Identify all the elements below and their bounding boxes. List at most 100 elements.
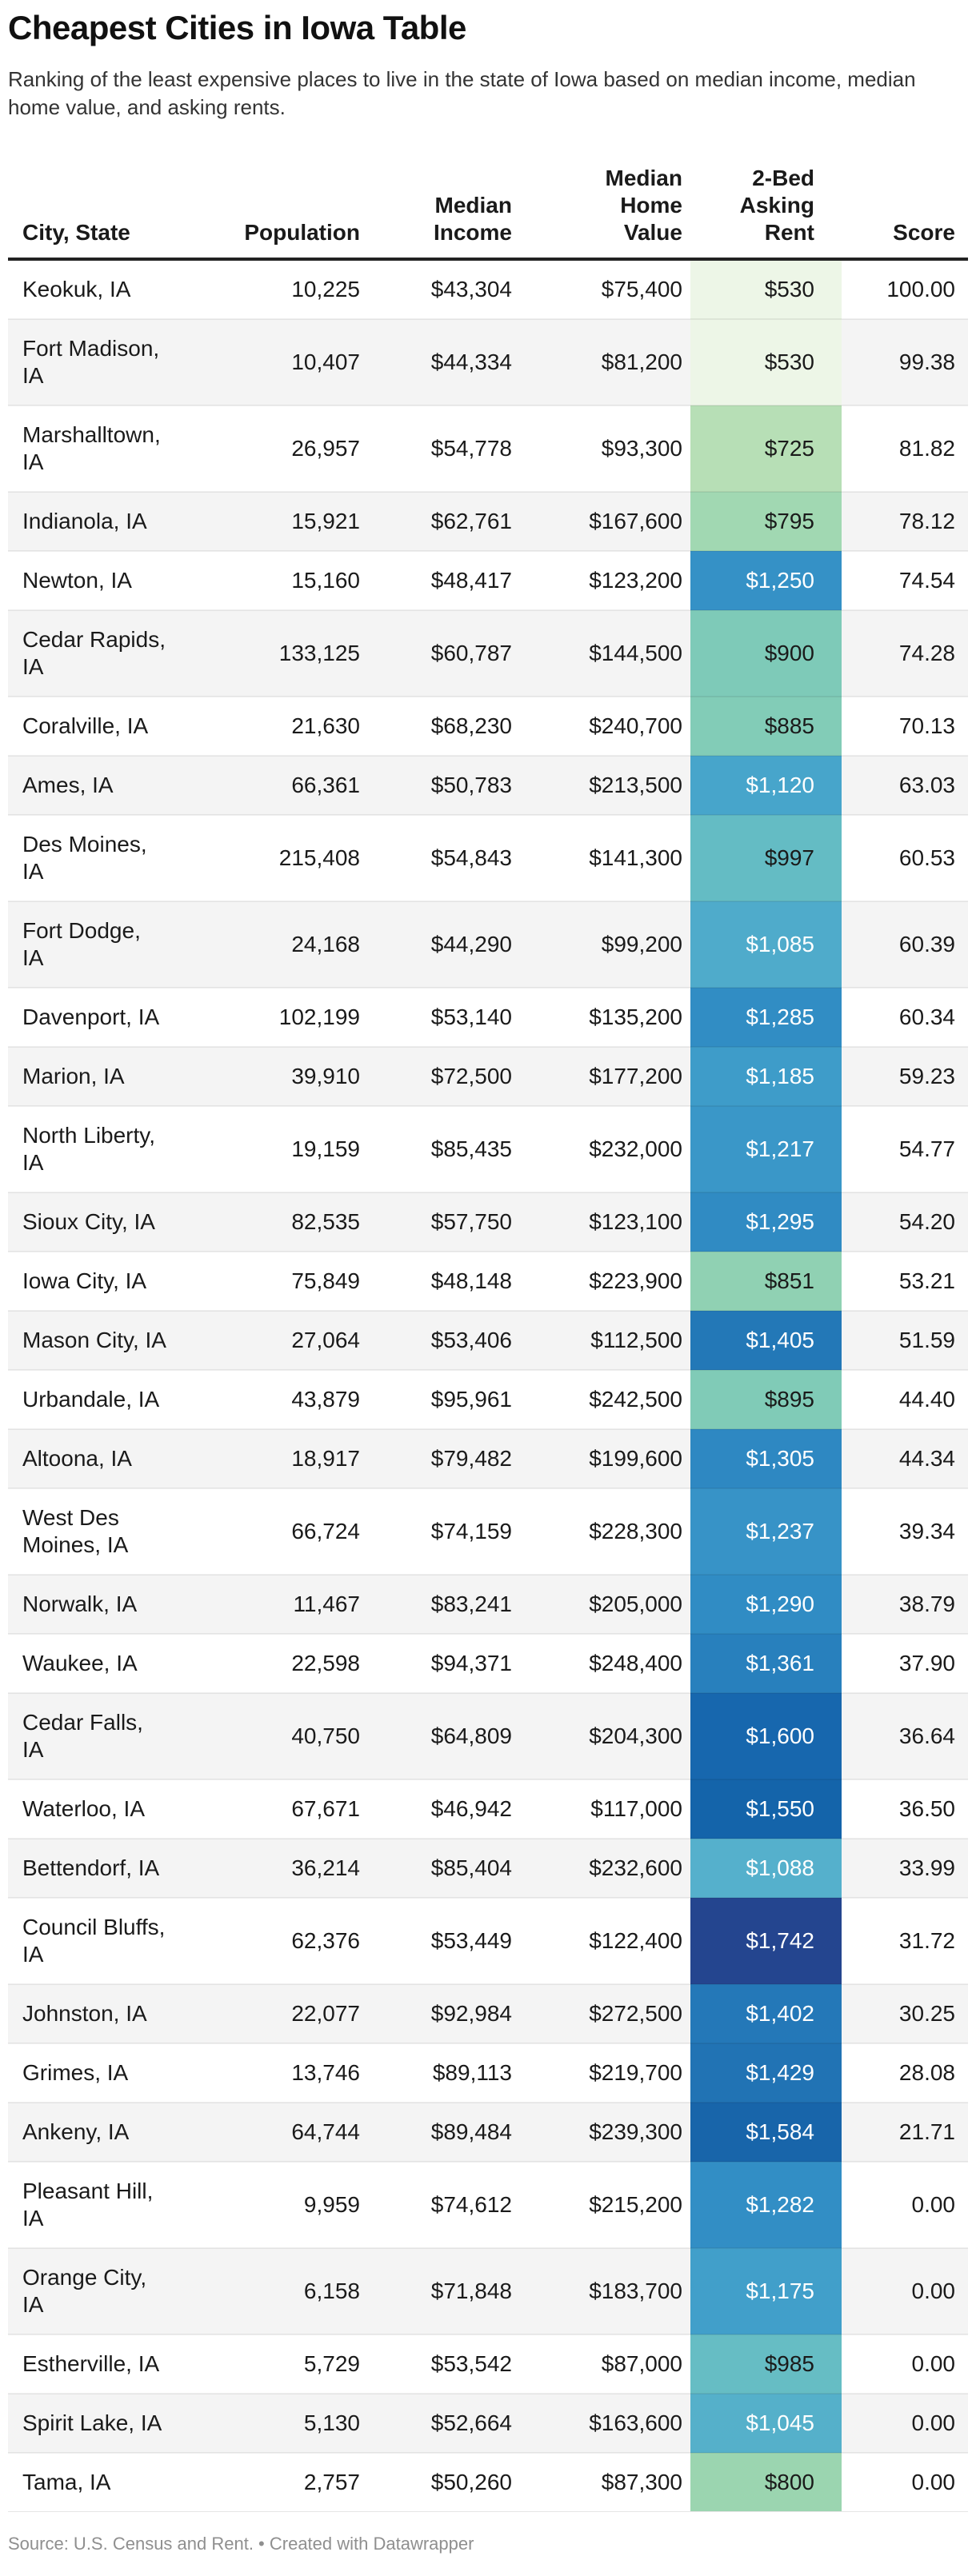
median-income-cell: $52,664 bbox=[368, 2393, 520, 2453]
rent-cell: $795 bbox=[690, 491, 842, 551]
population-cell: 43,879 bbox=[174, 1369, 368, 1429]
city-cell: Davenport, IA bbox=[8, 987, 174, 1047]
population-cell: 18,917 bbox=[174, 1428, 368, 1488]
median-home-value-cell: $75,400 bbox=[601, 277, 682, 302]
median-home-value-cell: $223,900 bbox=[520, 1251, 690, 1311]
rent-cell: $1,285 bbox=[690, 987, 842, 1047]
median-income-cell: $94,371 bbox=[368, 1633, 520, 1693]
median-income-cell: $50,260 bbox=[368, 2452, 520, 2512]
median-home-value-cell: $99,200 bbox=[520, 901, 690, 988]
table-row: Orange City, IA 6,158 $71,848 $183,700 $1,17… bbox=[8, 2247, 968, 2334]
table-row: Fort Dodge, IA 24,168 $44,290 $99,200 $1,085… bbox=[8, 901, 968, 988]
median-income-cell: $85,404 bbox=[368, 1838, 520, 1898]
score-cell: 74.28 bbox=[842, 609, 968, 697]
population-cell: 5,729 bbox=[174, 2334, 368, 2394]
column-header-median-home-value: Median Home Value bbox=[520, 165, 690, 261]
population-cell: 64,744 bbox=[174, 2102, 368, 2162]
median-income-cell: $64,809 bbox=[368, 1692, 520, 1779]
median-income-cell: $50,783 bbox=[368, 755, 520, 815]
score-cell: 37.90 bbox=[842, 1633, 968, 1693]
rent-cell: $1,085 bbox=[690, 901, 842, 988]
median-income-cell: $44,290 bbox=[368, 901, 520, 988]
rent-cell: $885 bbox=[690, 696, 842, 756]
score-cell: 60.34 bbox=[842, 987, 968, 1047]
table-row: Urbandale, IA 43,879 $95,961 $242,500 $895 44… bbox=[8, 1369, 968, 1429]
population-cell: 75,849 bbox=[174, 1251, 368, 1311]
column-header-median-income: Median Income bbox=[368, 165, 520, 261]
population-cell: 2,757 bbox=[174, 2452, 368, 2512]
city-cell: Mason City, IA bbox=[8, 1310, 174, 1370]
median-income-cell: $92,984 bbox=[368, 1983, 520, 2043]
city-cell: Marshalltown, IA bbox=[8, 405, 174, 492]
city-cell: Indianola, IA bbox=[8, 491, 174, 551]
city-cell: Marion, IA bbox=[8, 1046, 174, 1106]
rent-cell: $530 bbox=[690, 259, 842, 319]
population-cell: 19,159 bbox=[174, 1105, 368, 1192]
median-income-cell: $53,449 bbox=[368, 1897, 520, 1984]
population-cell: 26,957 bbox=[174, 405, 368, 492]
city-cell: Bettendorf, IA bbox=[8, 1838, 174, 1898]
city-cell: Cedar Falls, IA bbox=[8, 1692, 174, 1779]
median-income-cell: $57,750 bbox=[368, 1192, 520, 1252]
median-home-value-cell: $239,300 bbox=[520, 2102, 690, 2162]
city-cell: Iowa City, IA bbox=[8, 1251, 174, 1311]
median-income-cell: $72,500 bbox=[368, 1046, 520, 1106]
rent-cell: $800 bbox=[690, 2452, 842, 2512]
score-cell: 63.03 bbox=[842, 755, 968, 815]
median-home-value-cell: $135,200 bbox=[520, 987, 690, 1047]
table-row: Grimes, IA 13,746 $89,113 $219,700 $1,429 28.… bbox=[8, 2043, 968, 2103]
city-cell: Urbandale, IA bbox=[8, 1369, 174, 1429]
population-cell: 15,921 bbox=[174, 491, 368, 551]
median-home-value-cell: $112,500 bbox=[520, 1310, 690, 1370]
city-cell: Cedar Rapids, IA bbox=[8, 609, 174, 697]
table-row: Altoona, IA 18,917 $79,482 $199,600 $1,305 44… bbox=[8, 1428, 968, 1488]
city-cell: Johnston, IA bbox=[8, 1983, 174, 2043]
rent-cell: $1,361 bbox=[690, 1633, 842, 1693]
population-cell: 6,158 bbox=[174, 2247, 368, 2334]
population-cell: 15,160 bbox=[174, 550, 368, 610]
page-subtitle: Ranking of the least expensive places to… bbox=[8, 67, 916, 119]
score-cell: 0.00 bbox=[842, 2334, 968, 2394]
table-row: Marion, IA 39,910 $72,500 $177,200 $1,185 59.… bbox=[8, 1046, 968, 1106]
rent-cell: $1,175 bbox=[690, 2247, 842, 2334]
population-cell: 36,214 bbox=[174, 1838, 368, 1898]
median-home-value-cell: $117,000 bbox=[520, 1779, 690, 1839]
rent-cell: $1,402 bbox=[690, 1983, 842, 2043]
median-income-cell: $68,230 bbox=[368, 696, 520, 756]
rent-cell: $530 bbox=[690, 318, 842, 405]
population-cell: 27,064 bbox=[174, 1310, 368, 1370]
population-cell: 133,125 bbox=[174, 609, 368, 697]
population-cell: 22,598 bbox=[174, 1633, 368, 1693]
city-cell: Estherville, IA bbox=[8, 2334, 174, 2394]
table-row: Ames, IA 66,361 $50,783 $213,500 $1,120 63.03 bbox=[8, 755, 968, 815]
population-cell: 66,361 bbox=[174, 755, 368, 815]
score-cell: 54.77 bbox=[842, 1105, 968, 1192]
population-cell: 22,077 bbox=[174, 1983, 368, 2043]
table-row: Pleasant Hill, IA 9,959 $74,612 $215,200 $1,… bbox=[8, 2161, 968, 2248]
score-cell: 54.20 bbox=[842, 1192, 968, 1252]
score-cell: 51.59 bbox=[842, 1310, 968, 1370]
score-cell: 0.00 bbox=[842, 2452, 968, 2512]
city-cell: Norwalk, IA bbox=[8, 1574, 174, 1634]
median-income-cell: $74,612 bbox=[368, 2161, 520, 2248]
city-cell: Ames, IA bbox=[8, 755, 174, 815]
median-home-value-cell: $240,700 bbox=[520, 696, 690, 756]
median-home-value-cell: $248,400 bbox=[520, 1633, 690, 1693]
city-cell: Des Moines, IA bbox=[8, 814, 174, 901]
rent-cell: $1,185 bbox=[690, 1046, 842, 1106]
table-row: Johnston, IA 22,077 $92,984 $272,500 $1,402 3… bbox=[8, 1983, 968, 2043]
population-cell: 13,746 bbox=[174, 2043, 368, 2103]
median-income-cell: $53,406 bbox=[368, 1310, 520, 1370]
median-home-value-cell: $141,300 bbox=[520, 814, 690, 901]
median-home-value-cell: $163,600 bbox=[520, 2393, 690, 2453]
rent-cell: $725 bbox=[690, 405, 842, 492]
median-home-value-cell: $87,000 bbox=[520, 2334, 690, 2394]
median-income-cell: $83,241 bbox=[368, 1574, 520, 1634]
median-home-value-cell: $93,300 bbox=[520, 405, 690, 492]
score-cell: 31.72 bbox=[842, 1897, 968, 1984]
median-income-cell: $95,961 bbox=[368, 1369, 520, 1429]
city-cell: Fort Madison, IA bbox=[8, 318, 174, 405]
table-row: North Liberty, IA 19,159 $85,435 $232,000 $1… bbox=[8, 1105, 968, 1192]
median-income-cell: $60,787 bbox=[368, 609, 520, 697]
population-cell: 82,535 bbox=[174, 1192, 368, 1252]
